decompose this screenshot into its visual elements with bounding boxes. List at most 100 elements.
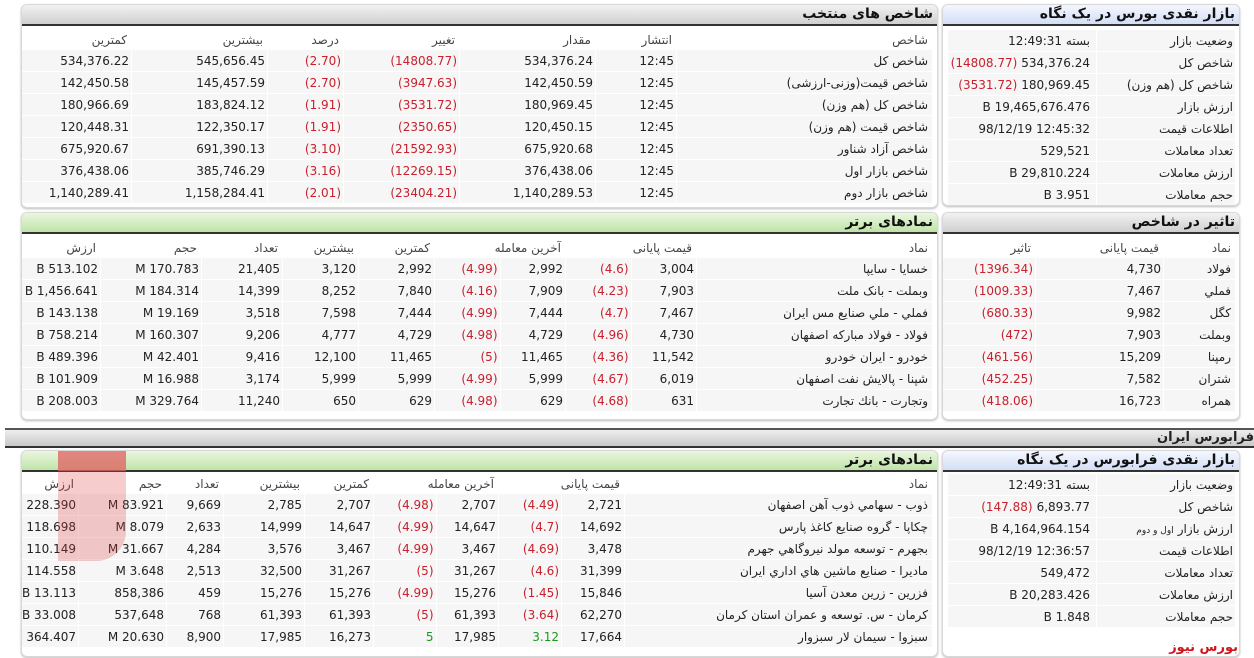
- cell: (461.56): [943, 346, 1035, 368]
- row-label: تعداد معاملات: [1096, 140, 1235, 162]
- column-header: کمترین: [394, 240, 430, 255]
- column-header: آخرین معامله: [494, 240, 561, 255]
- table-row: چكاپا - گروه صنايع كاغذ پارس 14,692 (4.7) 1…: [22, 516, 932, 538]
- cell: 13.113 B: [22, 582, 78, 604]
- row-value: 12:45:32 98/12/19: [947, 118, 1096, 140]
- column-header: آخرین معامله: [427, 476, 494, 491]
- value-text: 4,164,964.154 B: [990, 521, 1090, 536]
- cell: (452.25): [943, 368, 1035, 390]
- cell: 3.648 M: [78, 560, 166, 582]
- cell: 7,598: [282, 302, 358, 324]
- watermark-logo: [58, 451, 126, 561]
- value-text: 180,969.45: [1021, 77, 1090, 92]
- cell: (5): [373, 560, 436, 582]
- symbol-name: خودرو - ايران خودرو: [696, 346, 932, 368]
- symbol-name: فولاد: [1163, 258, 1235, 280]
- cell: (4.96): [565, 324, 631, 346]
- column-header: انتشار: [641, 32, 672, 47]
- cell: 11,240: [201, 390, 282, 412]
- cell: 5: [373, 626, 436, 648]
- cell: (4.6): [498, 560, 561, 582]
- cell: 2,721: [561, 494, 624, 516]
- cell: 12:45: [595, 116, 676, 138]
- change-text: (147.88): [981, 499, 1033, 514]
- index-impact-panel: تاثیر در شاخص نماد قیمت پایانی تاثیر فولاد 4…: [942, 212, 1240, 420]
- cell: 9,206: [201, 324, 282, 346]
- table-row: وتجارت - بانك تجارت 631 (4.68) 629 (4.98) 629…: [22, 390, 932, 412]
- value-text: 549,472: [1040, 565, 1090, 580]
- row-label: شاخص کل (هم وزن): [1096, 74, 1235, 96]
- row-value: 20,283.426 B: [947, 584, 1096, 606]
- symbol-name: شتران: [1163, 368, 1235, 390]
- cell: 3,576: [223, 538, 304, 560]
- cell: 31,267: [435, 560, 498, 582]
- cell: (1396.34): [943, 258, 1035, 280]
- cell: 2,992: [499, 258, 565, 280]
- cell: 14,399: [201, 280, 282, 302]
- cell: 17,985: [223, 626, 304, 648]
- bourse-top-symbols-panel: نمادهای برتر نماد قیمت پایانی آخرین معامله…: [21, 212, 938, 420]
- value-text: 6,893.77: [1036, 499, 1090, 514]
- cell: 7,903: [1035, 324, 1163, 346]
- table-row: بجهرم - توسعه مولد نيروگاهي جهرم 3,478 (4.…: [22, 538, 932, 560]
- panel-title: بازار نقدی فرابورس در یک نگاه: [943, 451, 1239, 472]
- column-header: بیشترین: [259, 476, 300, 491]
- cell: 7,467: [1035, 280, 1163, 302]
- cell: (4.69): [498, 538, 561, 560]
- value-text: بسته 12:49:31: [1008, 477, 1090, 492]
- row-label: ارزش بازار: [1096, 96, 1235, 118]
- cell: 8,900: [166, 626, 223, 648]
- column-header: بیشترین: [222, 32, 263, 47]
- symbol-name: فولاد - فولاد مباركه اصفهان: [696, 324, 932, 346]
- bourse-top-symbols-table: نماد قیمت پایانی آخرین معامله کمترین بیشترین…: [22, 237, 932, 412]
- cell: (3.64): [498, 604, 561, 626]
- row-label: حجم معاملات: [1096, 184, 1235, 205]
- symbol-name: شاخص بازار دوم: [676, 182, 932, 204]
- cell: 2,707: [435, 494, 498, 516]
- column-header: درصد: [311, 32, 339, 47]
- cell: 184.314 M: [100, 280, 201, 302]
- farabourse-glance-panel: بازار نقدی فرابورس در یک نگاه وضعیت بازا…: [942, 450, 1240, 657]
- cell: 14,692: [561, 516, 624, 538]
- cell: 11,542: [630, 346, 696, 368]
- cell: (4.16): [434, 280, 500, 302]
- table-row: شاخص کل 12:45 534,376.24 (14808.77) (2.70) 54…: [22, 50, 932, 72]
- row-value: 29,810.224 B: [947, 162, 1096, 184]
- cell: 122,350.17: [131, 116, 267, 138]
- cell: 61,393: [435, 604, 498, 626]
- cell: 12:45: [595, 182, 676, 204]
- row-label: اطلاعات قیمت: [1096, 540, 1235, 562]
- cell: (4.49): [498, 494, 561, 516]
- cell: 170.783 M: [100, 258, 201, 280]
- index-impact-table: نماد قیمت پایانی تاثیر فولاد 4,730 (1396.34) ف…: [943, 237, 1235, 412]
- cell: 62,270: [561, 604, 624, 626]
- cell: (4.99): [434, 368, 500, 390]
- cell: 858,386: [78, 582, 166, 604]
- cell: (3531.72): [343, 94, 459, 116]
- symbol-name: شاخص آزاد شناور: [676, 138, 932, 160]
- cell: 537,648: [78, 604, 166, 626]
- row-value: 6,893.77(147.88): [947, 496, 1096, 518]
- cell: 758.214 B: [22, 324, 100, 346]
- symbol-name: وبملت: [1163, 324, 1235, 346]
- row-label: ارزش معاملات: [1096, 162, 1235, 184]
- cell: 101.909 B: [22, 368, 100, 390]
- change-text: (3531.72): [958, 77, 1018, 92]
- cell: (4.99): [373, 516, 436, 538]
- cell: 42.401 M: [100, 346, 201, 368]
- row-value: 1.848 B: [947, 606, 1096, 628]
- table-row: وضعیت بازار بسته 12:49:31: [947, 474, 1235, 496]
- table-row: شاخص کل (هم وزن) 180,969.45(3531.72): [947, 74, 1235, 96]
- column-header: بیشترین: [313, 240, 354, 255]
- column-header: قیمت پایانی: [632, 240, 692, 255]
- table-row: شاخص قیمت (هم وزن) 12:45 120,450.15 (2350.6…: [22, 116, 932, 138]
- cell: (5): [434, 346, 500, 368]
- cell: (4.6): [565, 258, 631, 280]
- cell: 7,840: [358, 280, 434, 302]
- column-header: کمترین: [333, 476, 369, 491]
- cell: 33.008 B: [22, 604, 78, 626]
- column-header: حجم: [138, 476, 162, 491]
- cell: 142,450.59: [459, 72, 595, 94]
- symbol-name: همراه: [1163, 390, 1235, 412]
- cell: 3,467: [304, 538, 373, 560]
